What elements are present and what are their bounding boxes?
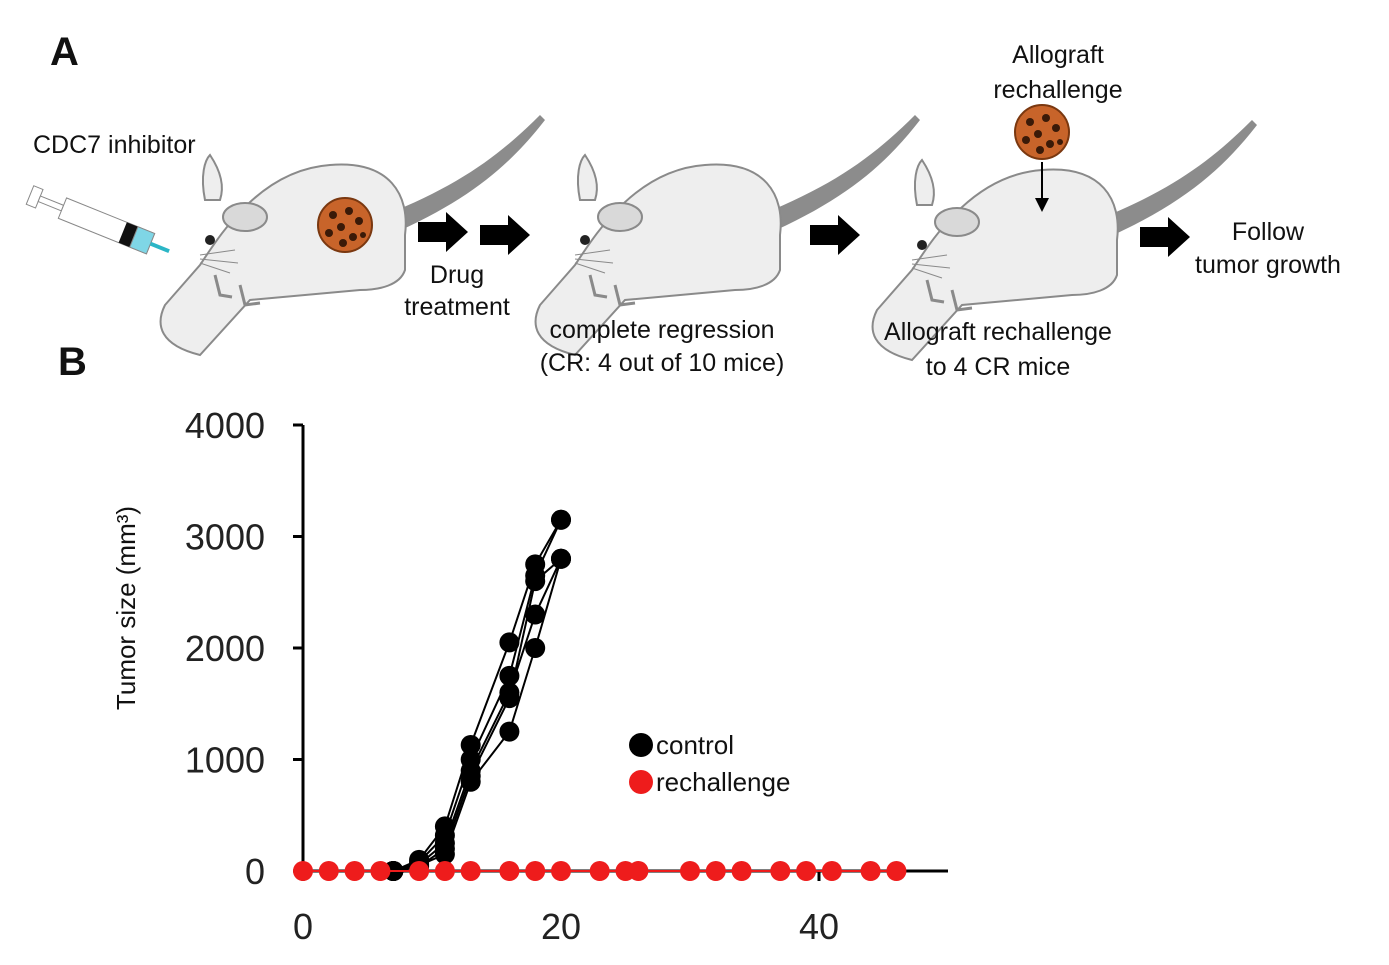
challenge-label: Allograft rechallenge to 4 CR mice	[884, 318, 1112, 381]
data-point	[460, 766, 481, 787]
y-tick-label: 3000	[185, 517, 265, 558]
y-tick-label: 1000	[185, 740, 265, 781]
x-tick-label: 0	[293, 906, 313, 947]
data-point	[551, 548, 571, 569]
data-point	[705, 861, 726, 881]
arrow	[810, 215, 860, 255]
data-point	[525, 604, 546, 625]
data-point	[525, 571, 546, 592]
data-point	[344, 861, 365, 881]
data-point	[460, 861, 481, 881]
data-point	[499, 688, 520, 709]
data-point	[409, 861, 430, 881]
data-point	[318, 861, 339, 881]
data-point	[731, 861, 752, 881]
panel-label: A	[50, 30, 79, 74]
data-point	[525, 638, 546, 658]
y-tick-label: 4000	[185, 405, 265, 446]
y-tick-label: 2000	[185, 628, 265, 669]
panel-label: B	[58, 340, 87, 384]
arrow-head	[1035, 198, 1049, 212]
data-point	[886, 861, 907, 881]
data-point	[821, 861, 842, 881]
data-point	[628, 861, 649, 881]
data-point	[499, 861, 520, 881]
data-point	[499, 632, 520, 653]
data-point	[589, 861, 610, 881]
data-point	[525, 861, 546, 881]
data-point	[370, 861, 391, 881]
syringe	[25, 185, 170, 255]
y-tick-label: 0	[245, 851, 265, 892]
x-tick-label: 20	[541, 906, 581, 947]
step-label: Drug treatment	[404, 261, 510, 321]
data-point	[770, 861, 791, 881]
x-tick-label: 40	[799, 906, 839, 947]
data-point	[860, 861, 881, 881]
data-point	[293, 861, 313, 881]
challenge-label: Allograft rechallenge	[993, 41, 1122, 104]
tumor	[1014, 104, 1070, 160]
follow-label: Follow tumor growth	[1195, 218, 1341, 279]
arrow	[1140, 217, 1190, 257]
injection-label: CDC7 inhibitor	[33, 131, 196, 159]
tumor	[317, 197, 373, 253]
data-point	[796, 861, 817, 881]
legend-label: rechallenge	[656, 767, 790, 797]
legend-label: control	[656, 730, 734, 760]
data-point	[680, 861, 700, 881]
result-label: complete regression (CR: 4 out of 10 mice…	[540, 316, 785, 377]
y-axis-label: Tumor size (mm³)	[111, 506, 141, 710]
data-point	[551, 861, 571, 881]
data-point	[434, 838, 455, 859]
plot: 0 1000 2000 3000 4000 0 20 40 control rechallenge	[185, 405, 948, 947]
legend-marker	[629, 770, 653, 794]
data-point	[499, 721, 520, 742]
arrow	[480, 215, 530, 255]
legend-marker	[629, 733, 653, 757]
data-point	[434, 861, 455, 881]
data-point	[551, 509, 571, 530]
